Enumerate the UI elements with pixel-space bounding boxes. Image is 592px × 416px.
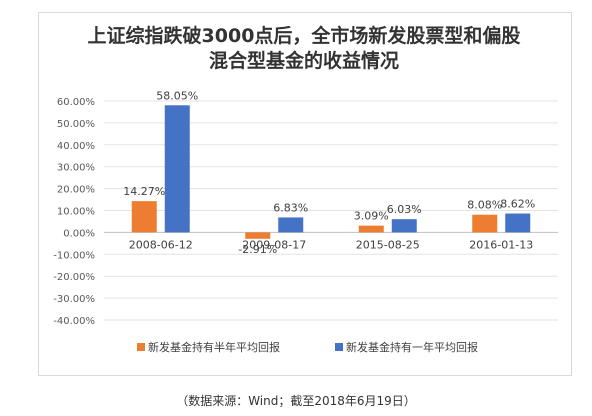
data-label: -2.91% [238,243,277,256]
data-label: 8.08% [467,199,502,212]
y-tick-label: -20.00% [53,272,95,283]
x-category-label: 2015-08-25 [356,238,420,251]
chart-title-line-2: 混合型基金的收益情况 [208,50,399,72]
y-tick-label: 10.00% [57,207,95,218]
data-label: 14.27% [123,185,165,198]
bar [505,213,531,233]
data-label: 58.05% [156,89,198,102]
data-label: 8.62% [500,198,535,211]
chart-frame [38,12,572,376]
y-tick-label: 0.00% [63,228,95,239]
x-category-label: 2008-06-12 [129,238,193,251]
bar [278,217,304,233]
bar [245,232,271,239]
bar [358,225,384,233]
data-label: 6.03% [387,203,422,216]
chart-title: 上证综指跌破3000点后，全市场新发股票型和偏股 混合型基金的收益情况 [38,24,570,74]
bar [472,214,498,233]
data-label: 6.83% [273,201,308,214]
data-label: 3.09% [354,210,389,223]
x-category-label: 2016-01-13 [469,238,533,251]
bar [164,105,190,233]
y-tick-label: 60.00% [57,97,95,108]
chart-title-line-1: 上证综指跌破3000点后，全市场新发股票型和偏股 [87,25,521,47]
legend-label: 新发基金持有半年平均回报 [148,340,280,354]
legend-swatch [137,343,145,351]
bar [391,219,417,233]
source-note: （数据来源：Wind；截至2018年6月19日） [176,394,416,408]
legend-label: 新发基金持有一年平均回报 [346,340,478,354]
x-category-label: 2009-08-17 [242,238,306,251]
y-tick-label: -30.00% [53,294,95,305]
y-tick-label: -10.00% [53,250,95,261]
y-tick-label: 20.00% [57,185,95,196]
y-tick-label: 30.00% [57,163,95,174]
bar [131,201,157,233]
legend-swatch [335,343,343,351]
y-tick-label: 40.00% [57,141,95,152]
y-tick-label: 50.00% [57,119,95,130]
y-tick-label: -40.00% [53,316,95,327]
